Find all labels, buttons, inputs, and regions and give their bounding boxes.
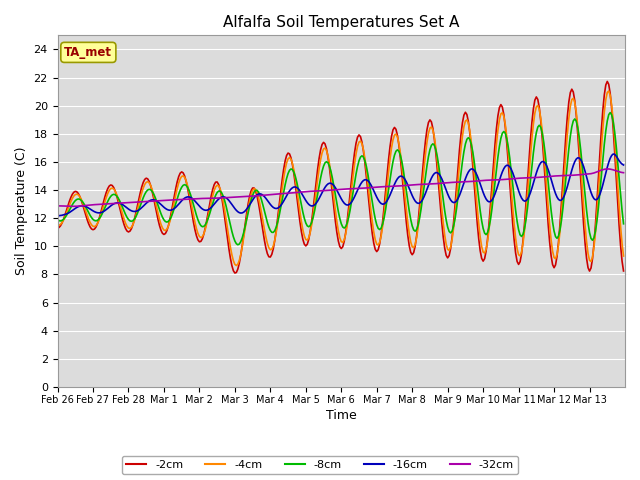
Title: Alfalfa Soil Temperatures Set A: Alfalfa Soil Temperatures Set A [223,15,460,30]
Legend: -2cm, -4cm, -8cm, -16cm, -32cm: -2cm, -4cm, -8cm, -16cm, -32cm [122,456,518,474]
Y-axis label: Soil Temperature (C): Soil Temperature (C) [15,147,28,276]
Text: TA_met: TA_met [65,46,113,59]
X-axis label: Time: Time [326,409,356,422]
